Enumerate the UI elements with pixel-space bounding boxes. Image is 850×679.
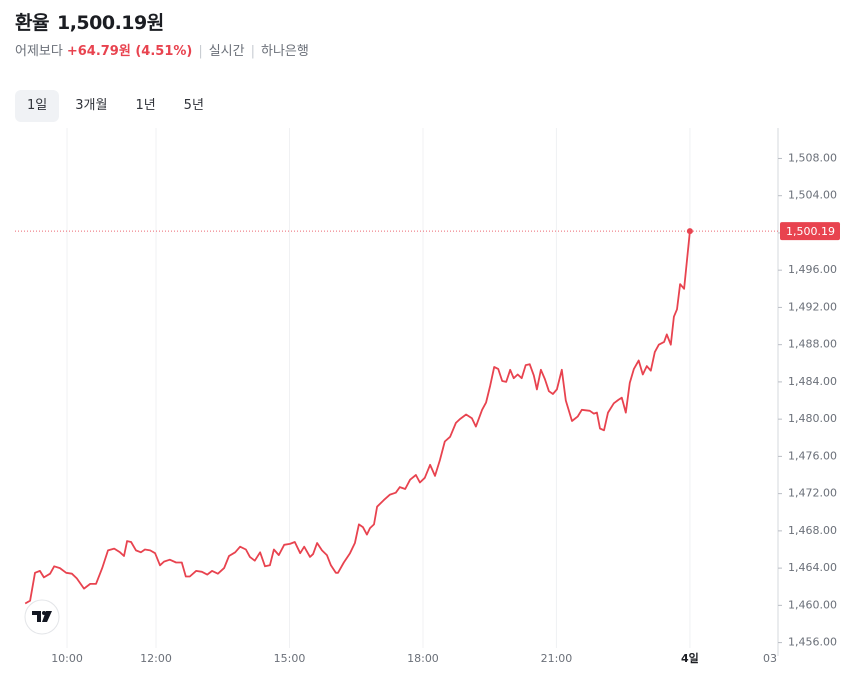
x-tick-label: 18:00: [407, 652, 439, 665]
separator: |: [250, 44, 255, 59]
tradingview-logo: [24, 599, 60, 635]
logo-badge: [24, 599, 60, 635]
period-tab[interactable]: 1일: [15, 90, 60, 122]
title: 환율: [15, 12, 49, 34]
y-tick-label: 1,476.00: [788, 449, 837, 462]
y-tick-label: 1,508.00: [788, 151, 837, 164]
separator: |: [198, 44, 203, 59]
y-tick-label: 1,488.00: [788, 338, 837, 351]
y-tick-label: 1,472.00: [788, 487, 837, 500]
current-price-badge: [780, 222, 840, 241]
x-tick-label: 12:00: [140, 652, 172, 665]
y-tick-label: 1,504.00: [788, 189, 837, 202]
logo-mark: [42, 611, 52, 622]
period-tab[interactable]: 1년: [135, 98, 156, 113]
y-tick-label: 1,484.00: [788, 375, 837, 388]
subheader: 어제보다 +64.79원 (4.51%) | 실시간 | 하나은행: [15, 40, 309, 59]
current-price-label: 1,500.19: [786, 225, 835, 238]
plot: 1,500.19: [15, 222, 840, 605]
period-tabs: 1일 3개월 1년 5년: [15, 90, 216, 122]
y-axis: 1,456.00 1,460.00 1,464.00 1,468.00 1,472.00…: [777, 128, 837, 656]
x-tick-label: 15:00: [274, 652, 306, 665]
y-tick-label: 1,468.00: [788, 524, 837, 537]
x-axis: 10:00 12:00 15:00 18:00 21:00 4일 03:00: [51, 651, 795, 665]
x-tick-label: 21:00: [541, 652, 573, 665]
header: 환율 1,500.19원: [15, 8, 172, 35]
source: 하나은행: [261, 44, 309, 59]
logo-mark: [32, 611, 41, 622]
x-tick-label: 4일: [681, 651, 699, 665]
period-tab[interactable]: 5년: [183, 98, 204, 113]
period-tab[interactable]: 3개월: [75, 98, 108, 113]
realtime: 실시간: [208, 44, 245, 59]
change: +64.79원 (4.51%): [66, 44, 193, 59]
y-tick-label: 1,456.00: [788, 636, 837, 649]
y-tick-label: 1,480.00: [788, 412, 837, 425]
price-line: [24, 231, 691, 605]
compare-label: 어제보다: [15, 44, 63, 59]
grid: [66, 128, 691, 648]
y-tick-label: 1,492.00: [788, 300, 837, 313]
last-point: [686, 228, 693, 235]
y-tick-label: 1,464.00: [788, 561, 837, 574]
x-tick-label: 03:00: [763, 652, 795, 665]
y-tick-label: 1,460.00: [788, 598, 837, 611]
price: 1,500.19원: [56, 12, 164, 34]
y-tick-label: 1,496.00: [788, 263, 837, 276]
x-tick-label: 10:00: [51, 652, 83, 665]
